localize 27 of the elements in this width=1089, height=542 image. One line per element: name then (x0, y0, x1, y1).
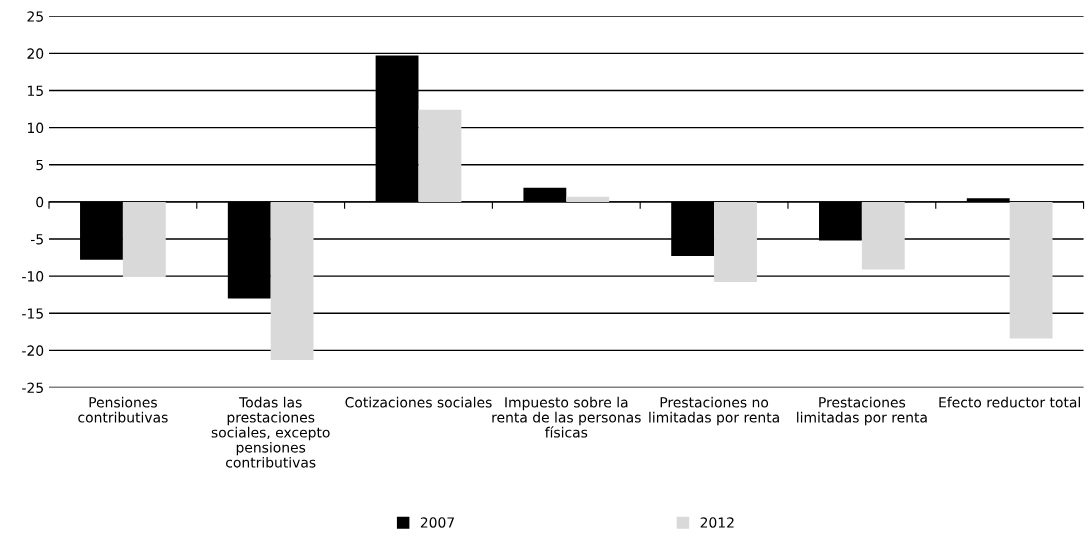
x-tick-label: Prestaciones no limitadas por renta (649, 396, 779, 426)
legend-label: 2012 (700, 517, 734, 528)
x-tick-label: Todas las prestaciones sociales, excepto pensiones contributivas (211, 396, 330, 468)
bar (861, 201, 905, 270)
y-tick-label: -15 (22, 308, 43, 319)
bar (566, 196, 610, 202)
y-tick-label: -5 (30, 234, 43, 245)
y-tick-label: 10 (28, 122, 44, 134)
x-tick-label: Cotizaciones sociales (345, 396, 492, 408)
y-tick-label: 0 (36, 196, 44, 208)
y-tick-label: 20 (27, 48, 44, 59)
bar (418, 109, 462, 202)
bar (1009, 201, 1053, 339)
x-tick-label: Pensiones contributivas (78, 396, 168, 423)
y-tick-label: -10 (22, 271, 44, 282)
bar (270, 201, 314, 361)
x-tick-label: Impuesto sobre la renta de las personas físicas (492, 396, 641, 438)
y-tick-label: 5 (36, 159, 43, 171)
bar (122, 201, 166, 277)
y-tick-label: -20 (22, 345, 44, 356)
x-tick-label: Efecto reductor total (939, 396, 1080, 408)
y-tick-label: 25 (27, 11, 43, 22)
bar (714, 201, 757, 283)
legend-label: 2007 (420, 517, 454, 528)
y-tick-label: 15 (28, 85, 43, 96)
x-tick-label: Prestaciones limitadas por renta (797, 396, 927, 426)
y-tick-label: -25 (22, 382, 43, 393)
